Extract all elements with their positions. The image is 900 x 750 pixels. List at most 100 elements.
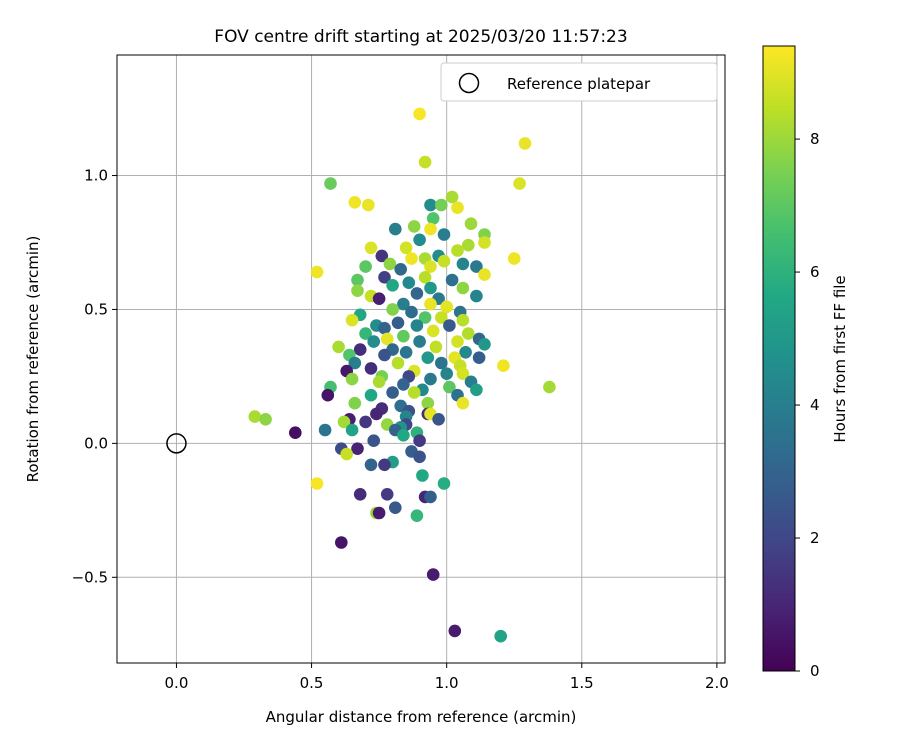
data-point — [507, 252, 521, 265]
colorbar-ticks: 0 2 4 6 8 — [795, 130, 820, 680]
data-point — [456, 396, 470, 410]
data-point — [445, 273, 459, 287]
data-point — [318, 423, 332, 437]
data-point — [418, 271, 432, 284]
data-point — [367, 434, 381, 448]
data-point — [359, 327, 372, 340]
legend-marker — [458, 72, 480, 94]
data-point — [470, 383, 483, 397]
data-point — [451, 335, 464, 348]
data-point — [543, 380, 556, 394]
data-point — [470, 289, 483, 303]
data-point — [413, 450, 426, 464]
data-point — [310, 265, 324, 279]
data-point — [372, 292, 386, 306]
legend-label: Reference platepar — [507, 75, 651, 93]
data-point — [364, 241, 378, 255]
data-point — [364, 458, 378, 472]
data-point — [399, 346, 413, 359]
data-point — [424, 198, 437, 212]
x-tick-label: 1.0 — [435, 674, 459, 692]
x-axis-ticks: 0.0 0.5 1.0 1.5 2.0 — [165, 663, 729, 692]
data-point — [445, 190, 459, 204]
data-point — [456, 257, 470, 271]
data-point — [413, 335, 426, 348]
data-point — [378, 321, 391, 335]
data-point — [456, 281, 470, 295]
data-point — [421, 351, 435, 365]
plot-frame — [116, 54, 726, 664]
data-point — [424, 372, 437, 386]
data-point — [448, 624, 462, 638]
data-point — [337, 415, 351, 429]
data-point — [413, 434, 426, 448]
legend-box — [440, 62, 718, 102]
data-point — [386, 386, 399, 399]
data-point — [429, 340, 443, 354]
data-point — [405, 252, 418, 265]
y-tick-label: −0.5 — [72, 568, 108, 586]
data-point — [426, 568, 440, 581]
data-point — [462, 327, 475, 340]
data-point — [310, 477, 324, 490]
data-point — [380, 488, 394, 501]
data-point — [440, 300, 454, 314]
colorbar: 0 2 4 6 8 Hours from first FF file — [762, 45, 849, 680]
data-point — [370, 407, 383, 421]
data-point — [443, 380, 456, 394]
colorbar-tick-label: 6 — [810, 263, 820, 281]
data-point — [340, 447, 354, 461]
colorbar-tick-label: 4 — [810, 396, 820, 414]
data-point — [424, 281, 437, 295]
data-point — [378, 348, 391, 362]
y-axis-label: Rotation from reference (arcmin) — [24, 236, 42, 483]
data-point — [418, 311, 432, 324]
data-point — [413, 107, 426, 121]
data-point — [348, 396, 362, 410]
data-point — [518, 137, 532, 150]
data-point — [362, 198, 375, 212]
data-point — [389, 501, 402, 514]
data-point — [410, 319, 424, 332]
data-point — [478, 268, 491, 281]
data-point — [397, 297, 410, 311]
data-point — [353, 488, 367, 501]
data-point — [424, 260, 437, 273]
data-point — [321, 388, 335, 402]
data-point — [359, 415, 372, 429]
x-tick-label: 2.0 — [705, 674, 729, 692]
data-point — [391, 356, 405, 370]
data-point — [472, 351, 486, 365]
data-point — [399, 241, 413, 255]
data-point — [440, 367, 454, 381]
data-point — [348, 196, 362, 209]
data-point — [421, 396, 435, 410]
data-point — [451, 244, 464, 257]
data-point — [397, 378, 410, 391]
data-point — [372, 506, 386, 520]
data-point — [324, 177, 337, 190]
y-tick-label: 0.5 — [84, 300, 108, 318]
data-point — [375, 249, 389, 263]
data-point — [424, 490, 437, 504]
data-point — [407, 386, 421, 399]
data-point — [456, 313, 470, 327]
data-point — [416, 469, 429, 482]
data-point — [351, 442, 364, 456]
data-point — [451, 201, 464, 214]
y-axis-ticks: −0.5 0.0 0.5 1.0 — [72, 167, 117, 586]
colorbar-label: Hours from first FF file — [831, 275, 849, 442]
data-point — [418, 155, 432, 169]
data-point — [351, 284, 364, 298]
data-point — [478, 338, 491, 351]
data-point — [380, 332, 394, 346]
data-point — [410, 509, 424, 522]
y-tick-label: 1.0 — [84, 167, 108, 185]
data-point — [456, 367, 470, 381]
data-point — [359, 260, 372, 273]
data-point — [494, 629, 508, 643]
colorbar-gradient — [762, 45, 796, 672]
data-point — [335, 536, 348, 549]
data-point — [353, 343, 367, 356]
grid — [117, 55, 725, 663]
